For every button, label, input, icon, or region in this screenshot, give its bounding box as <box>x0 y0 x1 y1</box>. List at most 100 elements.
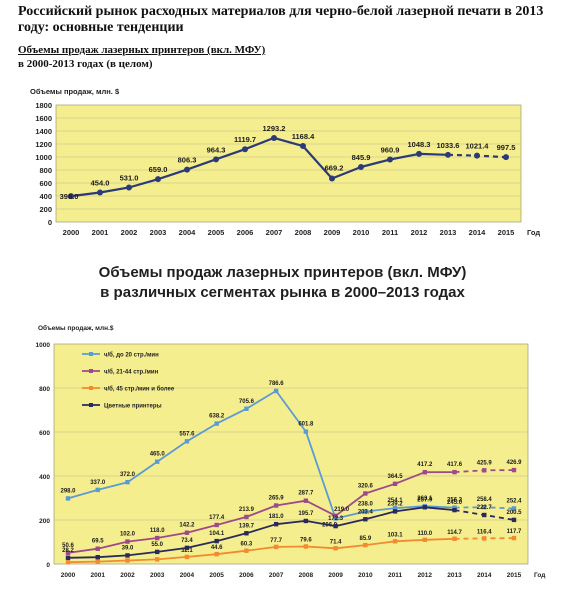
data-label: 238.0 <box>358 502 374 508</box>
data-point <box>155 535 160 541</box>
data-point <box>452 505 457 510</box>
data-point <box>303 518 309 524</box>
data-label: 103.1 <box>388 532 404 538</box>
y-tick-label: 1600 <box>35 114 52 123</box>
data-point <box>482 468 487 473</box>
total-sales-chart: 0 200 400 600 800 1000 1200 1400 1600 1800 2000 200… <box>30 87 540 237</box>
legend-swatch-marker <box>89 386 93 390</box>
data-label: 177.4 <box>209 515 225 521</box>
y-tick-label: 800 <box>39 166 52 175</box>
data-label: 32.1 <box>181 548 193 554</box>
data-point <box>155 176 161 183</box>
y-tick-label: 200 <box>39 205 52 214</box>
chart2-title-line1: Объемы продаж лазерных принтеров (вкл. М… <box>98 264 467 281</box>
x-tick-label: 2015 <box>498 228 515 237</box>
data-point <box>125 479 130 485</box>
data-point <box>184 166 190 173</box>
data-point <box>511 517 517 523</box>
data-point <box>422 470 427 475</box>
data-label: 557.6 <box>179 431 195 437</box>
y-tick-label: 0 <box>46 562 50 569</box>
y-tick-label: 600 <box>39 179 52 188</box>
data-point <box>452 536 457 541</box>
x-tick-label: 2004 <box>179 228 197 237</box>
data-label: 50.6 <box>62 543 74 549</box>
y-tick-label: 800 <box>39 386 50 393</box>
x-tick-label: 2005 <box>209 572 224 579</box>
data-point <box>184 439 190 444</box>
y-tick-label: 1400 <box>35 127 52 136</box>
x-tick-label: 2007 <box>266 228 283 237</box>
data-label: 263.1 <box>417 496 433 502</box>
data-point <box>213 156 219 163</box>
data-label: 44.6 <box>211 545 223 551</box>
data-label: 669.2 <box>325 164 344 173</box>
data-label: 222.7 <box>477 505 493 511</box>
data-point <box>303 498 309 503</box>
data-point <box>482 512 487 518</box>
data-point <box>155 557 160 562</box>
series-line <box>67 390 455 520</box>
legend-swatch-marker <box>89 369 93 373</box>
data-point <box>125 558 130 563</box>
data-point <box>387 156 393 163</box>
legend: ч/б, до 20 стр./мин ч/б, 21-44 стр./мин ч/… <box>82 352 175 410</box>
data-point <box>503 154 509 161</box>
data-point <box>474 152 480 159</box>
data-label: 398.0 <box>60 192 79 201</box>
y-axis-label: Объемы продаж, млн. $ <box>30 87 120 96</box>
data-point <box>214 538 219 544</box>
x-tick-label: 2002 <box>121 228 138 237</box>
data-label: 60.3 <box>241 542 253 548</box>
data-point <box>422 537 427 542</box>
chart2-title-line2: в различных сегментах рынка в 2000–2013 … <box>100 284 465 301</box>
data-label: 465.0 <box>150 452 166 458</box>
x-tick-label: 2007 <box>269 572 284 579</box>
x-tick-label: 2005 <box>208 228 225 237</box>
data-label: 531.0 <box>120 173 139 182</box>
x-tick-label: 2013 <box>440 228 457 237</box>
x-tick-label: 2008 <box>295 228 312 237</box>
chart2-title: Объемы продаж лазерных принтеров (вкл. М… <box>0 263 565 303</box>
data-point <box>126 184 132 191</box>
data-label: 118.0 <box>150 528 165 534</box>
data-point <box>214 551 219 557</box>
data-point <box>95 554 100 560</box>
legend-entry: ч/б, 45 стр./мин и более <box>104 386 175 393</box>
data-point <box>244 406 249 411</box>
y-axis-label: Объемы продаж, млн.$ <box>38 324 114 332</box>
data-point <box>125 553 130 558</box>
data-point <box>184 554 190 560</box>
x-tick-label: 2006 <box>239 572 254 579</box>
data-label: 219.0 <box>334 507 350 513</box>
data-point <box>303 544 309 549</box>
x-tick-label: 2011 <box>388 572 402 579</box>
data-label: 997.5 <box>497 143 516 152</box>
y-tick-label: 200 <box>39 518 50 525</box>
data-point <box>97 189 103 196</box>
data-label: 257.9 <box>417 497 433 503</box>
x-tick-label: 2000 <box>61 572 76 579</box>
data-label: 203.4 <box>358 509 374 515</box>
data-point <box>363 491 368 496</box>
data-label: 417.6 <box>447 462 463 468</box>
data-label: 116.4 <box>477 529 492 535</box>
data-label: 786.6 <box>269 381 285 387</box>
data-point <box>214 522 219 528</box>
y-tick-label: 600 <box>39 430 50 437</box>
data-point <box>392 505 398 511</box>
data-label: 55.0 <box>151 542 163 548</box>
data-label: 258.4 <box>477 497 493 503</box>
x-tick-label: 2000 <box>63 228 80 237</box>
x-tick-label: 2009 <box>328 572 343 579</box>
x-tick-label: 2008 <box>299 572 314 579</box>
data-point <box>273 503 279 508</box>
y-tick-label: 1000 <box>35 153 52 162</box>
data-point <box>482 504 487 510</box>
data-label: 256.3 <box>447 498 463 504</box>
data-point <box>333 513 338 519</box>
data-point <box>392 539 398 544</box>
data-label: 638.2 <box>209 414 225 420</box>
data-label: 104.1 <box>209 531 225 537</box>
data-label: 1293.2 <box>263 124 286 133</box>
